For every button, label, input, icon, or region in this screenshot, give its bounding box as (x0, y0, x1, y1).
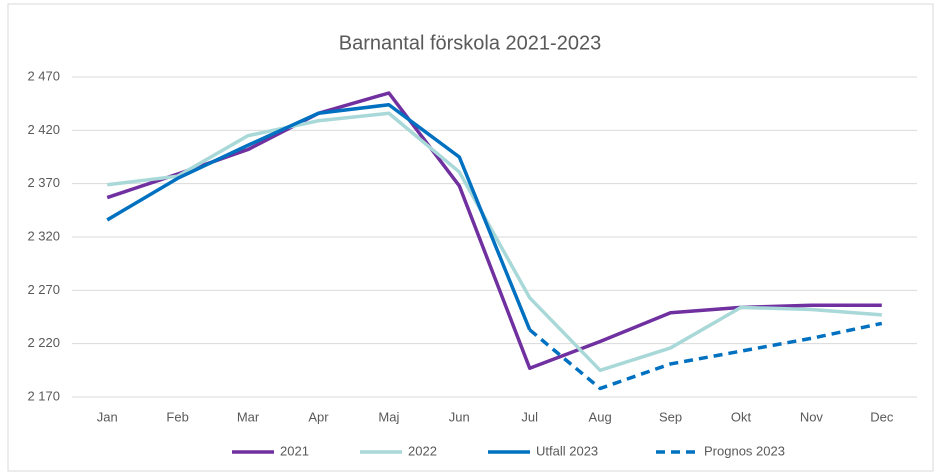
x-tick-label: Okt (731, 409, 752, 424)
legend-label: Prognos 2023 (704, 443, 785, 458)
x-tick-label: Mar (237, 409, 260, 424)
y-tick-label: 2 220 (27, 335, 60, 350)
legend-label: Utfall 2023 (536, 443, 598, 458)
x-tick-label: Jan (97, 409, 118, 424)
legend-label: 2021 (280, 443, 309, 458)
x-tick-label: Aug (589, 409, 612, 424)
x-tick-label: Dec (870, 409, 894, 424)
x-tick-label: Jun (449, 409, 470, 424)
series-line (528, 321, 883, 391)
legend-label: 2022 (408, 443, 437, 458)
y-tick-label: 2 270 (27, 282, 60, 297)
series-line (106, 102, 532, 331)
y-tick-label: 2 320 (27, 228, 60, 243)
x-tick-label: Sep (659, 409, 682, 424)
y-tick-label: 2 370 (27, 175, 60, 190)
x-tick-label: Maj (378, 409, 399, 424)
x-tick-label: Nov (800, 409, 824, 424)
x-tick-label: Jul (521, 409, 538, 424)
x-tick-label: Apr (308, 409, 329, 424)
chart-title: Barnantal förskola 2021-2023 (339, 32, 601, 54)
y-tick-label: 2 470 (27, 68, 60, 83)
y-tick-label: 2 170 (27, 388, 60, 403)
y-tick-label: 2 420 (27, 122, 60, 137)
series-line (106, 111, 882, 373)
x-tick-label: Feb (166, 409, 188, 424)
